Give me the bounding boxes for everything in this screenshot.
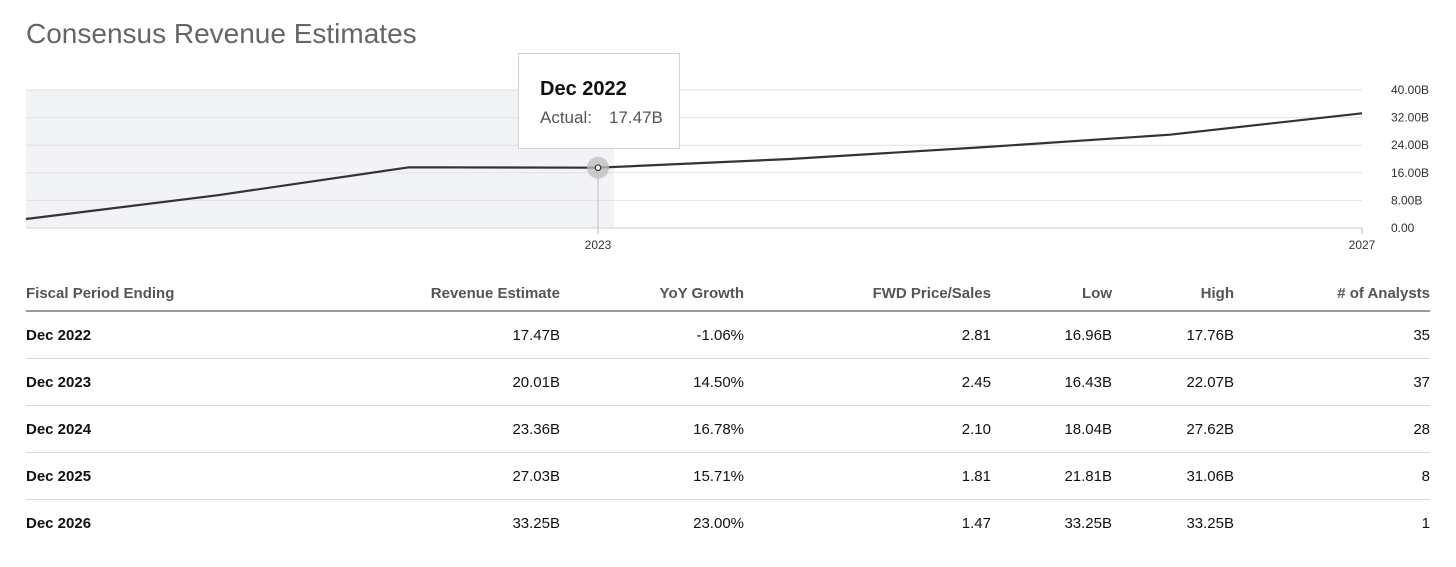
cell-analysts: 28 xyxy=(1234,405,1430,453)
cell-revenue: 17.47B xyxy=(266,311,560,359)
col-header-fiscal-period[interactable]: Fiscal Period Ending xyxy=(26,276,266,312)
col-header-high[interactable]: High xyxy=(1112,276,1234,312)
cell-low: 33.25B xyxy=(1064,514,1112,532)
table-row: Dec 2026 33.25B 23.00% 1.47 33.25B 33.25… xyxy=(26,500,1430,547)
y-tick-label: 16.00B xyxy=(1391,166,1429,180)
cell-yoy: 15.71% xyxy=(560,452,744,500)
col-header-analysts[interactable]: # of Analysts xyxy=(1234,276,1430,312)
tooltip-title: Dec 2022 xyxy=(540,78,627,100)
cell-period: Dec 2024 xyxy=(26,405,266,453)
actual-region-shade xyxy=(26,90,614,228)
table-row: Dec 2024 23.36B 16.78% 2.10 18.04B 27.62… xyxy=(26,405,1430,453)
cell-high: 22.07B xyxy=(1112,358,1234,406)
col-header-low[interactable]: Low xyxy=(991,276,1112,312)
y-tick-label: 32.00B xyxy=(1391,111,1429,125)
x-tick-label: 2023 xyxy=(585,238,612,252)
col-header-yoy-growth[interactable]: YoY Growth xyxy=(560,276,744,312)
cell-yoy: 23.00% xyxy=(693,514,744,532)
page-title: Consensus Revenue Estimates xyxy=(26,18,417,49)
cell-revenue: 33.25B xyxy=(512,514,560,532)
table-row: Dec 2025 27.03B 15.71% 1.81 21.81B 31.06… xyxy=(26,452,1430,500)
cell-high: 17.76B xyxy=(1112,311,1234,359)
revenue-series-line xyxy=(25,112,1363,221)
cell-low: 18.04B xyxy=(991,405,1112,453)
y-tick-label: 0.00 xyxy=(1391,221,1415,235)
col-header-fwd-price-sales[interactable]: FWD Price/Sales xyxy=(744,276,991,312)
cell-yoy: 16.78% xyxy=(560,405,744,453)
highlight-point xyxy=(594,164,602,172)
cell-low: 16.96B xyxy=(991,311,1112,359)
tooltip-value: 17.47B xyxy=(609,108,663,127)
table-row: Dec 2023 20.01B 14.50% 2.45 16.43B 22.07… xyxy=(26,358,1430,406)
cell-revenue: 20.01B xyxy=(266,358,560,406)
col-header-revenue-estimate[interactable]: Revenue Estimate xyxy=(266,276,560,312)
cell-high: 33.25B xyxy=(1186,514,1234,532)
cell-yoy: -1.06% xyxy=(560,311,744,359)
y-tick-label: 8.00B xyxy=(1391,193,1422,207)
cell-price-sales: 1.47 xyxy=(961,514,991,532)
table-header-row: Fiscal Period Ending Revenue Estimate Yo… xyxy=(26,276,1430,312)
cell-analysts: 35 xyxy=(1234,311,1430,359)
cell-analysts: 37 xyxy=(1234,358,1430,406)
y-tick-label: 24.00B xyxy=(1391,138,1429,152)
cell-period: Dec 2025 xyxy=(26,452,266,500)
x-tick-label: 2027 xyxy=(1349,238,1376,252)
table-row: Dec 2022 17.47B -1.06% 2.81 16.96B 17.76… xyxy=(26,311,1430,359)
cell-yoy: 14.50% xyxy=(560,358,744,406)
estimates-table: Fiscal Period Ending Revenue Estimate Yo… xyxy=(26,276,1430,546)
cell-analysts: 8 xyxy=(1234,452,1430,500)
cell-revenue: 27.03B xyxy=(266,452,560,500)
cell-analysts: 1 xyxy=(1421,514,1430,532)
cell-price-sales: 1.81 xyxy=(744,452,991,500)
cell-period: Dec 2022 xyxy=(26,311,266,359)
cell-low: 16.43B xyxy=(991,358,1112,406)
tooltip-label: Actual: xyxy=(540,108,592,127)
y-tick-label: 40.00B xyxy=(1391,83,1429,97)
revenue-line-chart: 0.00 8.00B 16.00B 24.00B 32.00B 40.00B 2023 202… xyxy=(25,83,1429,252)
cell-high: 27.62B xyxy=(1112,405,1234,453)
cell-low: 21.81B xyxy=(991,452,1112,500)
cell-price-sales: 2.45 xyxy=(744,358,991,406)
cell-period: Dec 2026 xyxy=(26,514,92,532)
cell-price-sales: 2.10 xyxy=(744,405,991,453)
cell-period: Dec 2023 xyxy=(26,358,266,406)
cell-price-sales: 2.81 xyxy=(744,311,991,359)
chart-tooltip: Dec 2022 Actual: 17.47B xyxy=(518,53,680,149)
cell-high: 31.06B xyxy=(1112,452,1234,500)
cell-revenue: 23.36B xyxy=(266,405,560,453)
